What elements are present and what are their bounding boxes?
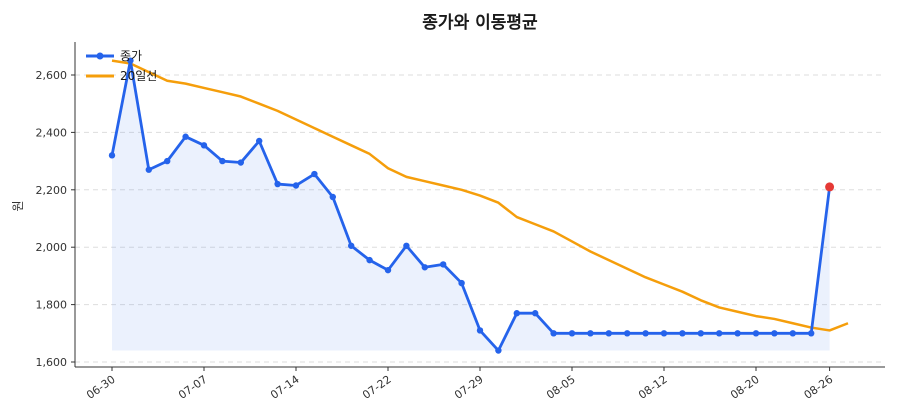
close-point bbox=[605, 330, 612, 337]
close-point bbox=[145, 166, 152, 173]
y-ticks: 1,600 1,800 2,000 2,200 2,400 2,600 bbox=[36, 69, 75, 369]
close-point bbox=[513, 310, 520, 317]
y-tick-label: 2,600 bbox=[36, 69, 68, 82]
x-tick-label: 06-30 bbox=[84, 373, 118, 402]
close-point bbox=[808, 330, 815, 337]
close-point bbox=[384, 266, 392, 274]
close-point bbox=[200, 142, 208, 149]
close-point bbox=[495, 347, 502, 354]
x-tick-label: 08-26 bbox=[802, 373, 836, 402]
series-line-close bbox=[110, 59, 831, 352]
close-point bbox=[421, 264, 428, 271]
x-tick-label: 07-29 bbox=[452, 373, 486, 402]
close-point bbox=[624, 330, 631, 337]
x-tick-label: 08-05 bbox=[544, 373, 578, 402]
x-tick-label: 07-14 bbox=[268, 373, 302, 402]
close-point bbox=[532, 310, 539, 317]
close-point bbox=[292, 182, 300, 189]
y-tick-label: 1,800 bbox=[36, 299, 68, 312]
close-point bbox=[366, 256, 373, 264]
x-ticks: 06-30 07-07 07-14 07-22 07-29 08-05 08-12 08-20… bbox=[84, 367, 835, 402]
series bbox=[108, 57, 849, 354]
close-point bbox=[476, 327, 484, 334]
legend-label-close: 종가 bbox=[120, 49, 142, 63]
y-axis-label: 원 bbox=[11, 200, 25, 211]
close-point bbox=[458, 279, 465, 287]
close-point bbox=[587, 330, 594, 337]
y-tick-label: 2,400 bbox=[36, 126, 68, 139]
close-point bbox=[771, 330, 778, 337]
close-point bbox=[716, 330, 723, 337]
last-close-point bbox=[825, 182, 835, 192]
x-tick-label: 08-20 bbox=[728, 373, 762, 402]
legend-label-ma20: 20일선 bbox=[120, 69, 157, 83]
close-point bbox=[550, 330, 557, 337]
x-tick-label: 07-07 bbox=[176, 373, 210, 402]
close-point bbox=[108, 152, 116, 159]
area-fill bbox=[112, 60, 830, 351]
close-point bbox=[403, 242, 410, 249]
close-point bbox=[440, 261, 447, 268]
close-point bbox=[182, 133, 189, 140]
close-point bbox=[256, 137, 263, 145]
legend: 종가 20일선 bbox=[86, 49, 157, 83]
x-tick-label: 08-12 bbox=[636, 373, 670, 402]
x-tick-label: 07-22 bbox=[360, 373, 394, 402]
close-point bbox=[127, 57, 134, 64]
close-point bbox=[734, 330, 741, 337]
series-line-ma20 bbox=[111, 59, 849, 332]
y-tick-label: 1,600 bbox=[36, 356, 68, 369]
close-point bbox=[752, 330, 760, 337]
close-point bbox=[164, 157, 171, 165]
close-point bbox=[274, 180, 281, 188]
close-point bbox=[311, 170, 318, 178]
grid bbox=[75, 74, 885, 363]
y-tick-label: 2,200 bbox=[36, 184, 68, 197]
close-point bbox=[660, 330, 668, 337]
chart-title: 종가와 이동평균 bbox=[422, 13, 538, 33]
legend-marker-close bbox=[96, 52, 104, 60]
close-point bbox=[568, 330, 576, 337]
close-point bbox=[219, 157, 226, 165]
close-point bbox=[679, 330, 686, 337]
close-point bbox=[329, 193, 336, 201]
close-point bbox=[697, 330, 704, 337]
close-point bbox=[348, 242, 355, 249]
close-point bbox=[789, 330, 796, 337]
close-point bbox=[642, 330, 649, 337]
y-tick-label: 2,000 bbox=[36, 241, 68, 254]
close-point bbox=[237, 159, 244, 166]
close-area-fill bbox=[112, 60, 830, 351]
